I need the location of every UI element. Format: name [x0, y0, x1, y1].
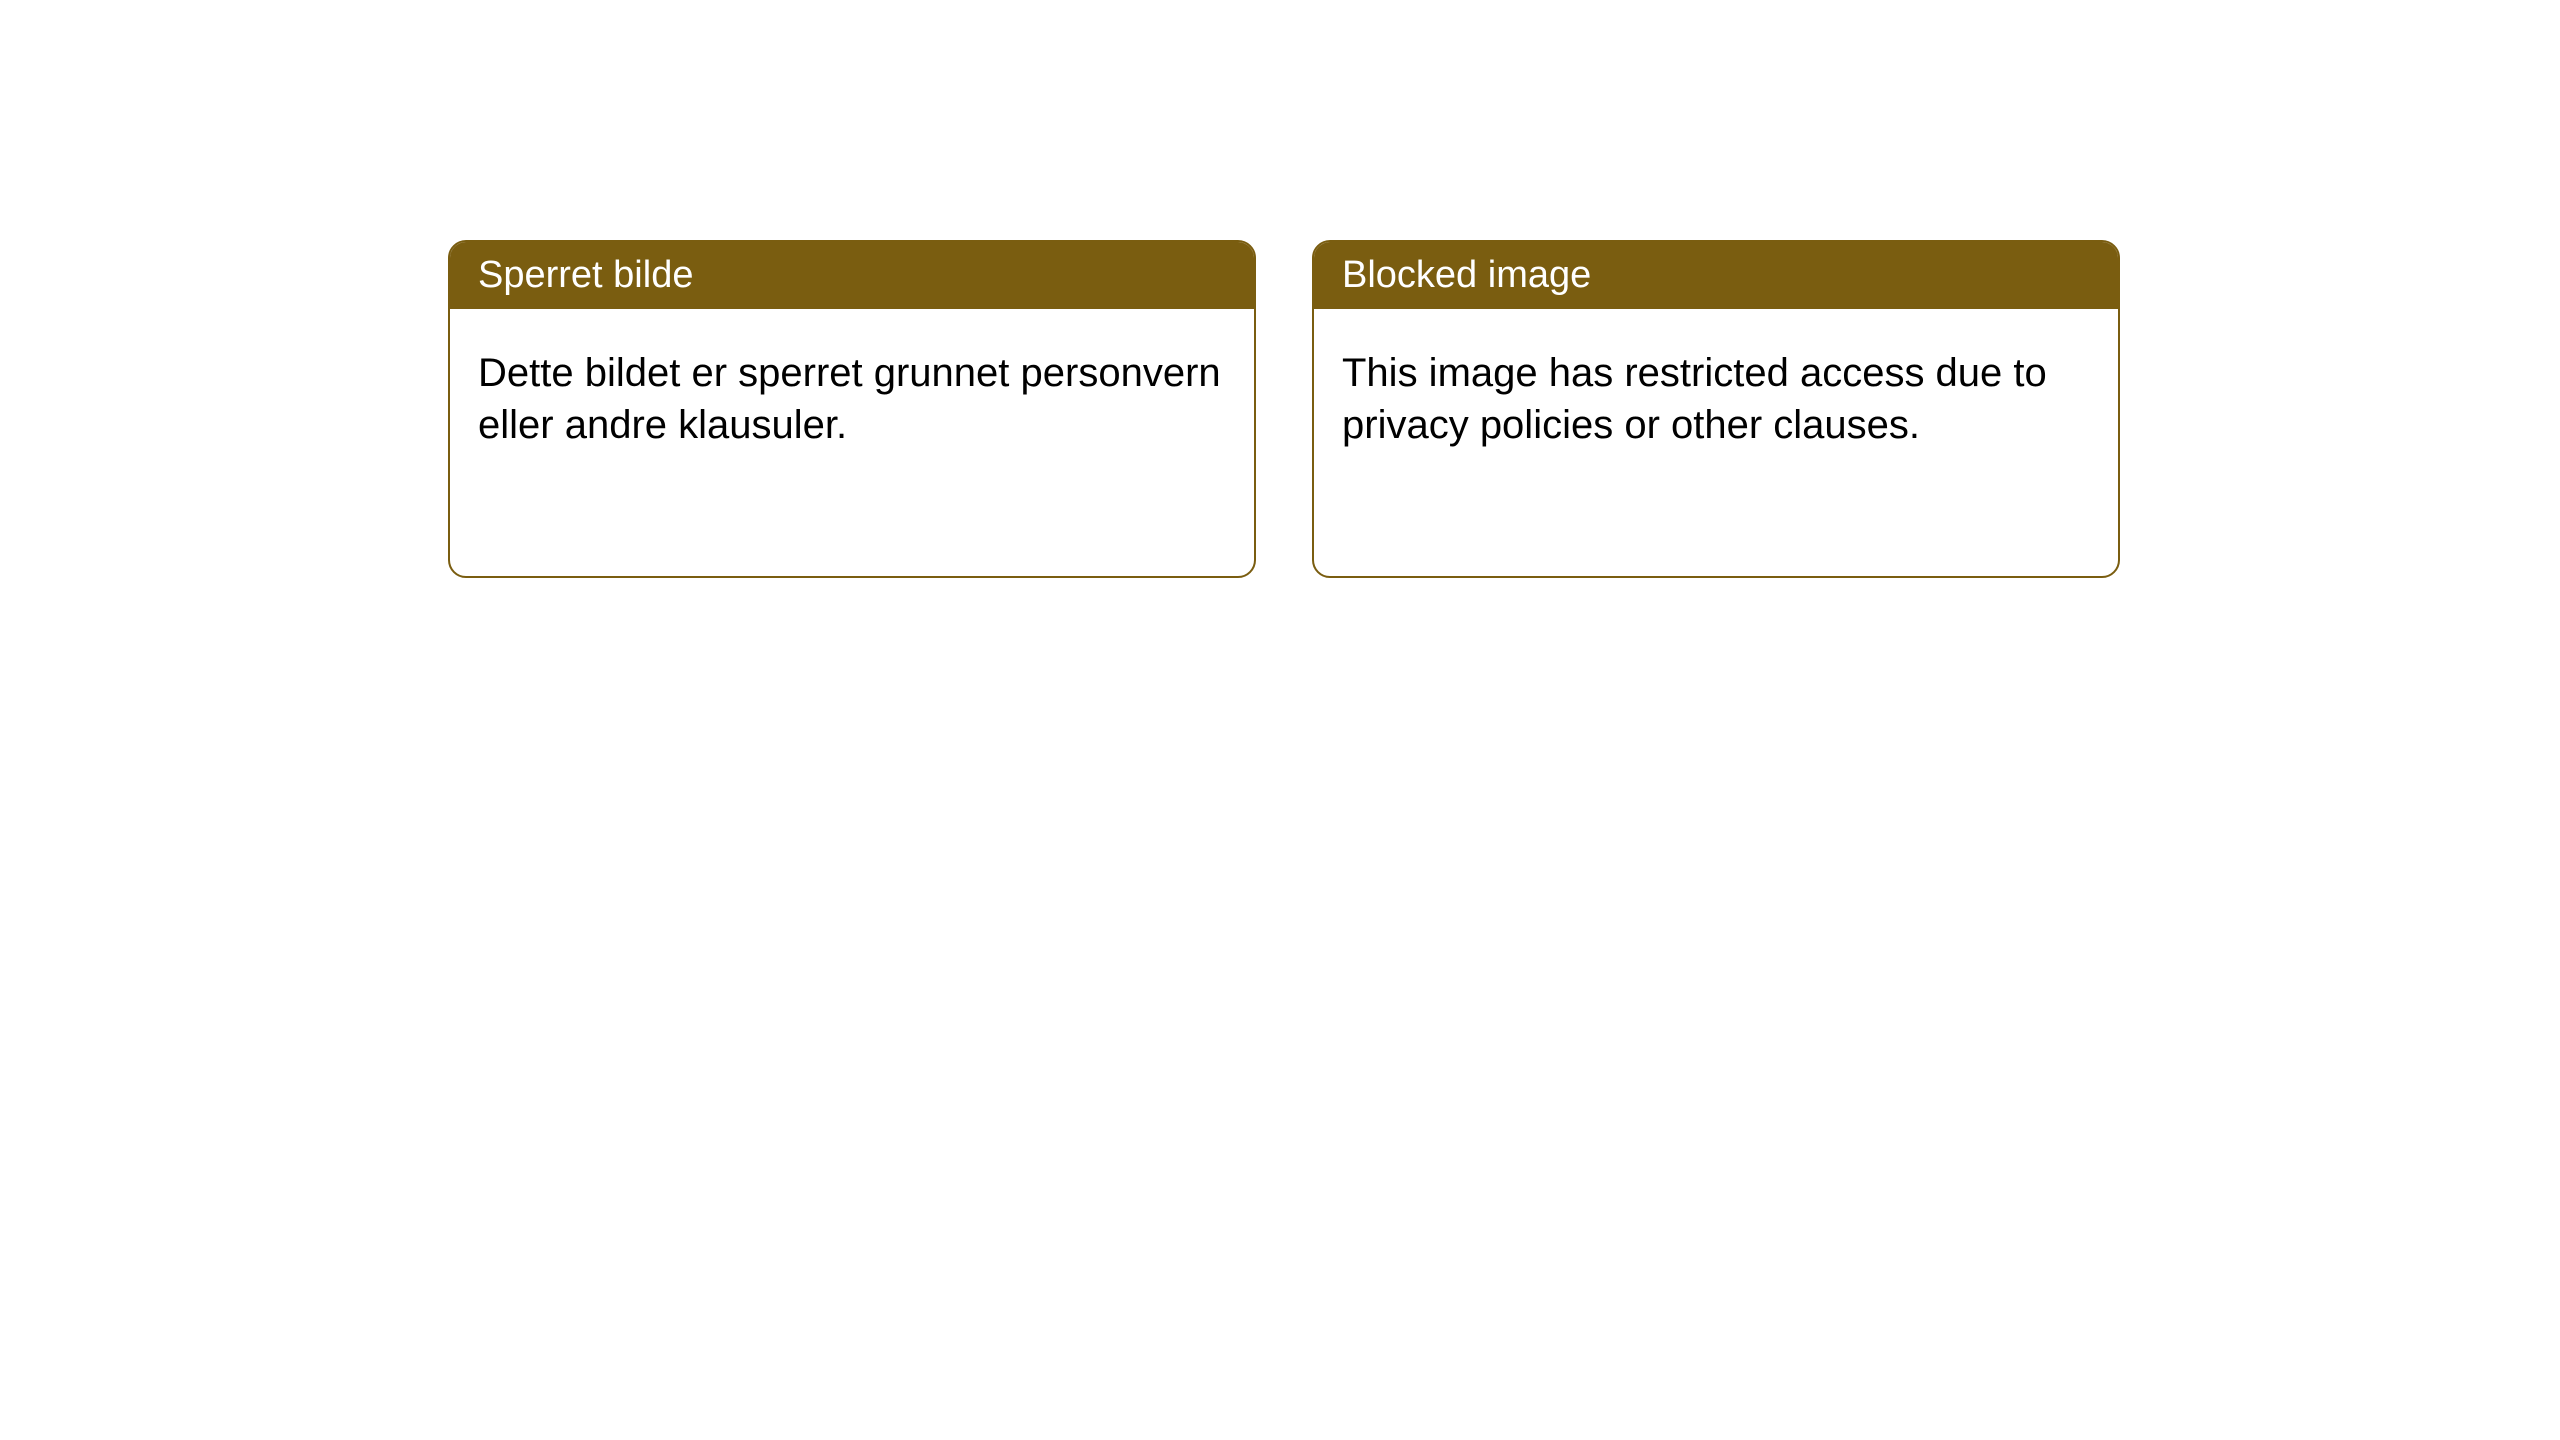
card-message-en: This image has restricted access due to …: [1342, 351, 2047, 447]
card-body-no: Dette bildet er sperret grunnet personve…: [450, 309, 1254, 489]
card-title-no: Sperret bilde: [478, 254, 693, 296]
blocked-image-card-en: Blocked image This image has restricted …: [1312, 240, 2120, 578]
card-message-no: Dette bildet er sperret grunnet personve…: [478, 351, 1221, 447]
card-header-no: Sperret bilde: [450, 242, 1254, 309]
card-header-en: Blocked image: [1314, 242, 2118, 309]
card-title-en: Blocked image: [1342, 254, 1591, 296]
notice-container: Sperret bilde Dette bildet er sperret gr…: [0, 0, 2560, 578]
card-body-en: This image has restricted access due to …: [1314, 309, 2118, 489]
blocked-image-card-no: Sperret bilde Dette bildet er sperret gr…: [448, 240, 1256, 578]
